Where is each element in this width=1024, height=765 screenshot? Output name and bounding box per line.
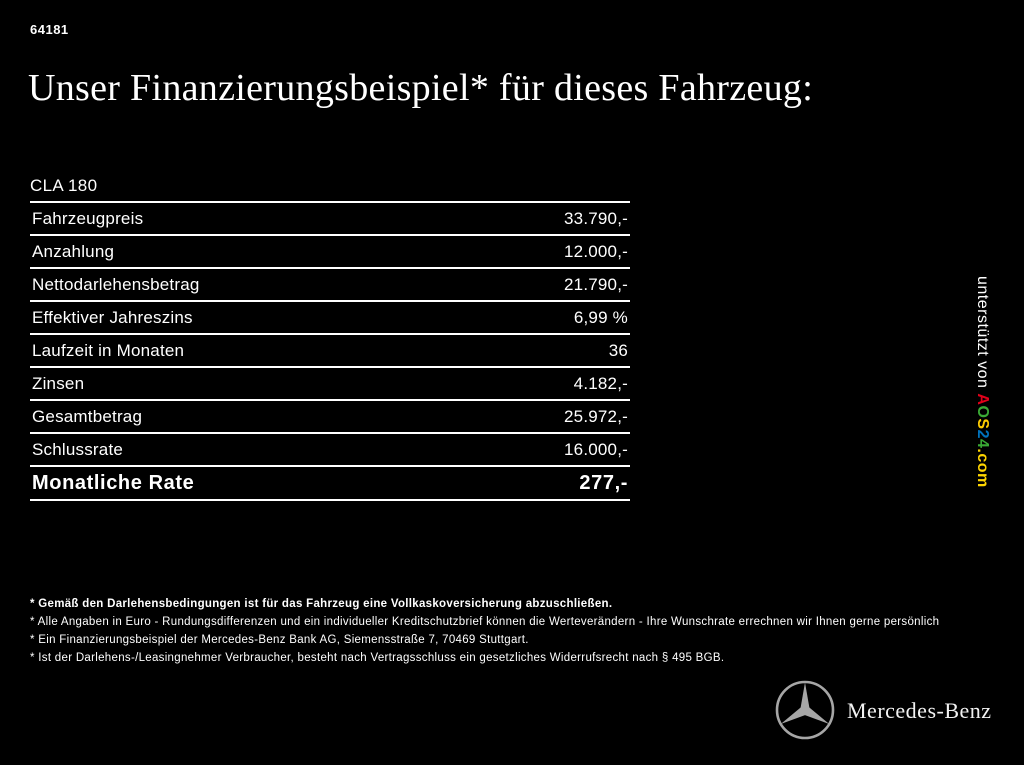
row-value: 25.972,- [564, 406, 628, 426]
footnote-line: * Gemäß den Darlehensbedingungen ist für… [30, 598, 613, 610]
table-row: Fahrzeugpreis 33.790,- [30, 203, 630, 236]
table-row: Nettodarlehensbetrag 21.790,- [30, 269, 630, 302]
row-label: Schlussrate [32, 439, 124, 459]
row-label: Nettodarlehensbetrag [32, 274, 200, 294]
table-row: Gesamtbetrag 25.972,- [30, 401, 630, 434]
page-title: Unser Finanzierungsbeispiel* für dieses … [28, 67, 814, 109]
row-label: Gesamtbetrag [32, 406, 143, 426]
row-label: Laufzeit in Monaten [32, 340, 185, 360]
row-label: Zinsen [32, 373, 85, 393]
row-value: 6,99 % [573, 307, 628, 327]
page-code: 64181 [30, 22, 69, 37]
table-row: Effektiver Jahreszins 6,99 % [30, 302, 630, 335]
mercedes-star-icon [773, 678, 837, 742]
row-value: 36 [608, 340, 628, 360]
row-value: 16.000,- [564, 439, 628, 459]
aos24-letter: 4 [974, 438, 991, 449]
footnote-line: * Ein Finanzierungsbeispiel der Mercedes… [30, 634, 529, 646]
table-row: Schlussrate 16.000,- [30, 434, 630, 467]
row-value: 21.790,- [564, 274, 628, 294]
row-value: 12.000,- [564, 241, 628, 261]
aos24-dotcom: .com [974, 448, 991, 488]
footnote-line: * Alle Angaben in Euro - Rundungsdiffere… [30, 616, 940, 628]
footnotes: * Gemäß den Darlehensbedingungen ist für… [30, 598, 1010, 670]
table-row: Anzahlung 12.000,- [30, 236, 630, 269]
supported-by-text: unterstützt von [974, 276, 991, 394]
monthly-rate-label: Monatliche Rate [32, 471, 195, 494]
mercedes-wordmark: Mercedes-Benz [847, 698, 992, 723]
monthly-rate-value: 277,- [579, 471, 628, 494]
row-label: Anzahlung [32, 241, 115, 261]
aos24-logo-text: AOS24.com [974, 393, 991, 487]
table-row-monthly-rate: Monatliche Rate 277,- [30, 467, 630, 501]
model-label: CLA 180 [30, 175, 98, 195]
aos24-letter: S [974, 418, 991, 430]
finance-table: CLA 180 Fahrzeugpreis 33.790,- Anzahlung… [30, 170, 630, 501]
footnote-line: * Ist der Darlehens-/Leasingnehmer Verbr… [30, 652, 725, 664]
row-label: Effektiver Jahreszins [32, 307, 193, 327]
table-row: Zinsen 4.182,- [30, 368, 630, 401]
row-value: 33.790,- [564, 208, 628, 228]
aos24-letter: O [974, 405, 991, 419]
table-row-model: CLA 180 [30, 170, 630, 203]
aos24-letter: 2 [974, 429, 991, 439]
row-label: Fahrzeugpreis [32, 208, 144, 228]
vertical-banner: unterstützt von AOS24.com [973, 276, 991, 488]
row-value: 4.182,- [573, 373, 628, 393]
aos24-letter: A [974, 393, 991, 406]
table-row: Laufzeit in Monaten 36 [30, 335, 630, 368]
